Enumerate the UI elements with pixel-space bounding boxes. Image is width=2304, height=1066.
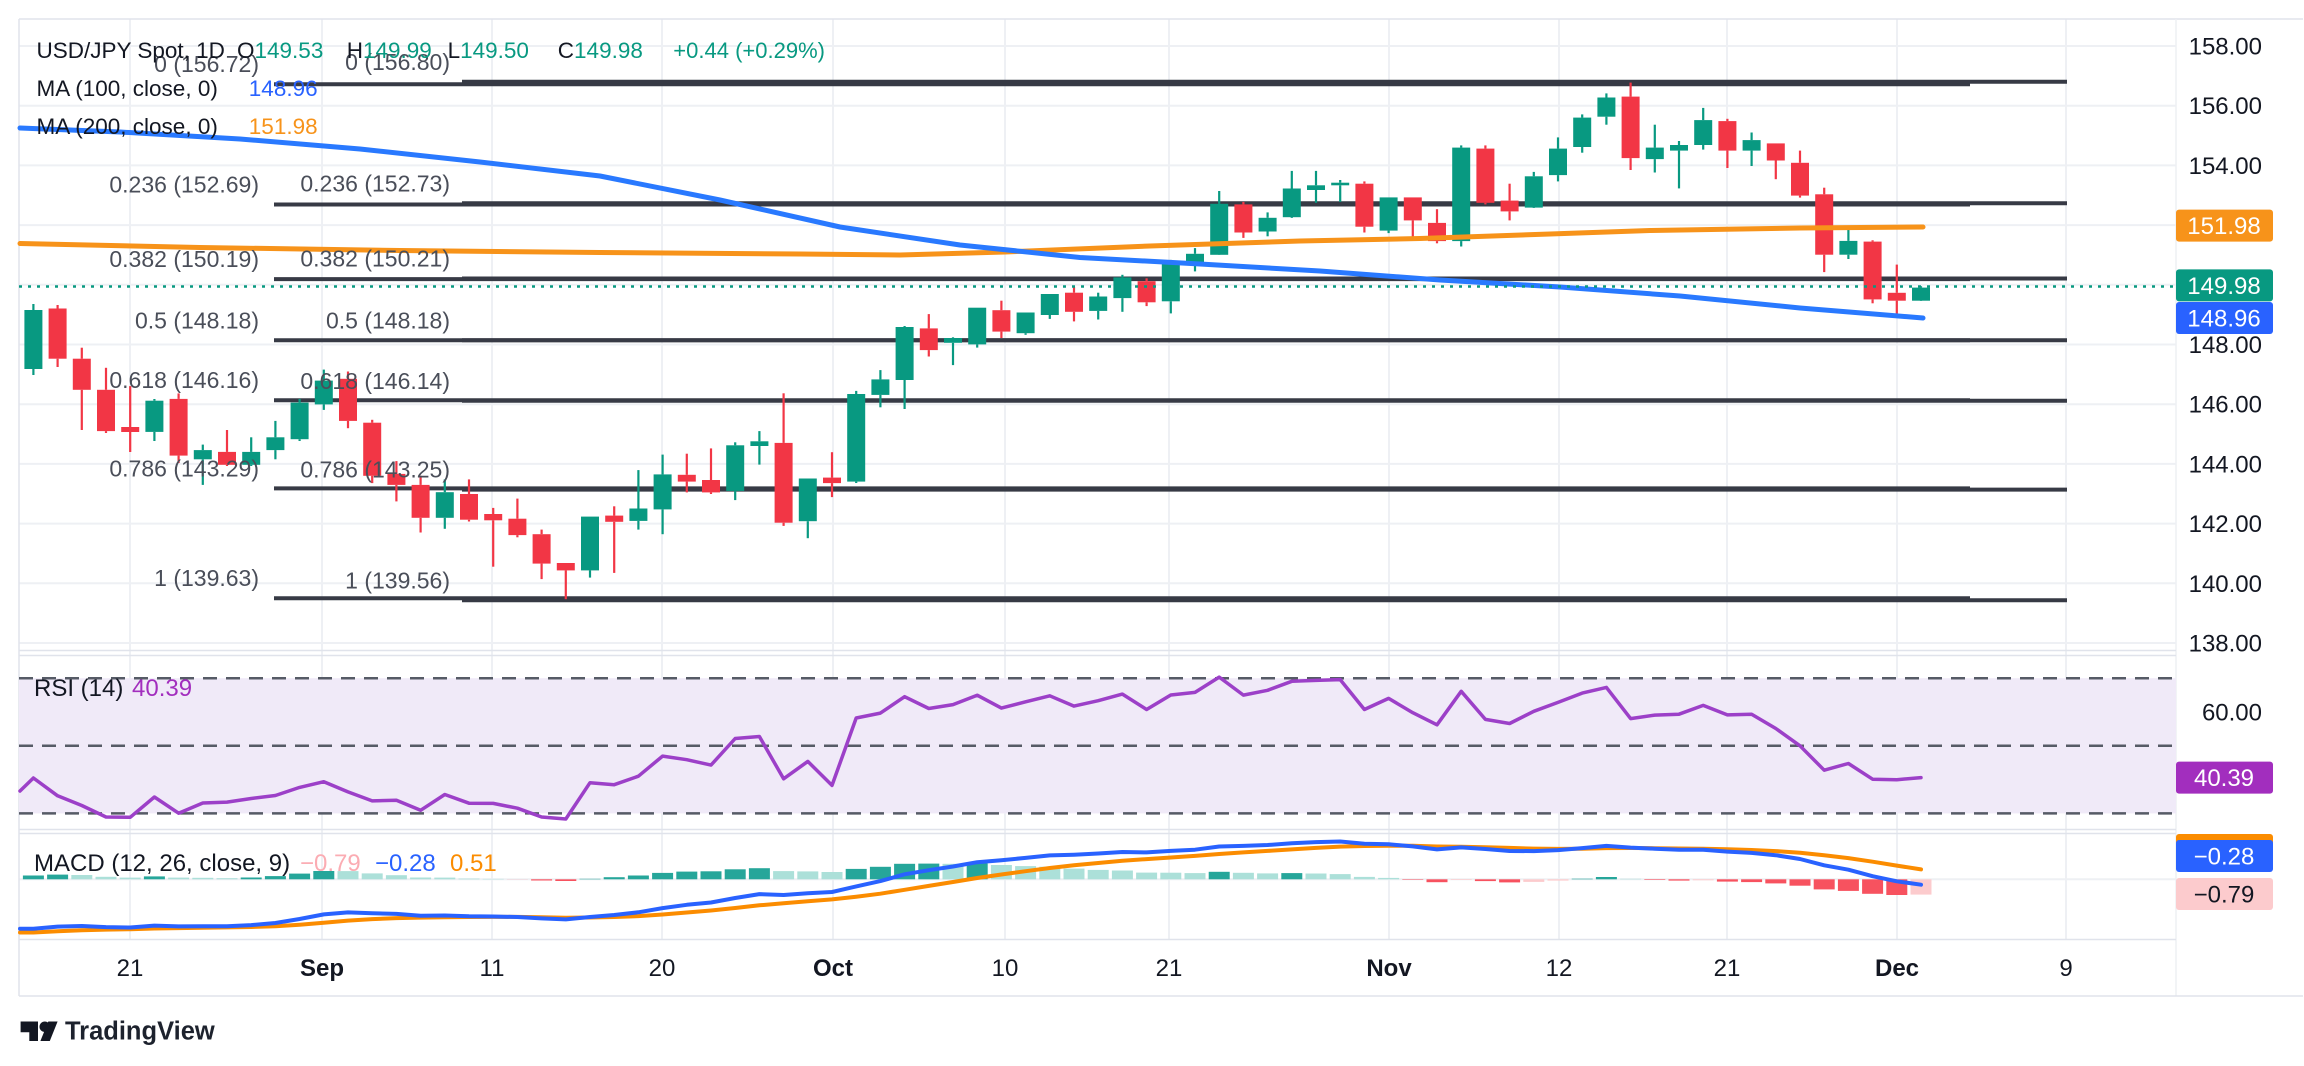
svg-text:138.00: 138.00 (2189, 631, 2262, 658)
svg-text:0 (156.80): 0 (156.80) (345, 49, 450, 75)
svg-text:0.382 (150.21): 0.382 (150.21) (300, 246, 450, 272)
svg-text:40.39: 40.39 (2194, 765, 2254, 792)
svg-text:0.382 (150.19): 0.382 (150.19) (109, 246, 259, 272)
svg-text:−0.79: −0.79 (300, 850, 361, 877)
svg-text:Oct: Oct (813, 955, 853, 982)
svg-text:L149.50: L149.50 (448, 38, 529, 63)
svg-text:21: 21 (1156, 955, 1183, 982)
svg-text:140.00: 140.00 (2189, 571, 2262, 598)
svg-text:Dec: Dec (1875, 955, 1919, 982)
svg-text:0.786 (143.25): 0.786 (143.25) (300, 457, 450, 483)
svg-text:0.236 (152.73): 0.236 (152.73) (300, 170, 450, 196)
svg-text:151.98: 151.98 (2187, 213, 2260, 240)
svg-text:40.39: 40.39 (132, 675, 192, 702)
svg-text:154.00: 154.00 (2189, 153, 2262, 180)
svg-text:Sep: Sep (300, 955, 344, 982)
svg-text:20: 20 (649, 955, 676, 982)
svg-text:148.96: 148.96 (2187, 306, 2260, 333)
svg-text:USD/JPY Spot, 1D: USD/JPY Spot, 1D (37, 38, 225, 63)
svg-text:TradingView: TradingView (65, 1018, 215, 1046)
svg-text:158.00: 158.00 (2189, 34, 2262, 61)
svg-text:−0.28: −0.28 (375, 850, 436, 877)
svg-text:0.51: 0.51 (450, 850, 497, 877)
svg-text:146.00: 146.00 (2189, 392, 2262, 419)
svg-text:142.00: 142.00 (2189, 511, 2262, 538)
svg-text:0.618 (146.16): 0.618 (146.16) (109, 367, 259, 393)
svg-text:H149.99: H149.99 (347, 38, 432, 63)
svg-text:0.786 (143.29): 0.786 (143.29) (109, 455, 259, 481)
svg-text:21: 21 (117, 955, 144, 982)
svg-text:144.00: 144.00 (2189, 451, 2262, 478)
svg-text:O149.53: O149.53 (237, 38, 323, 63)
svg-text:0.236 (152.69): 0.236 (152.69) (109, 172, 259, 198)
svg-text:MA (200, close, 0): MA (200, close, 0) (37, 114, 218, 139)
svg-text:60.00: 60.00 (2202, 700, 2262, 727)
svg-text:0.5 (148.18): 0.5 (148.18) (135, 307, 259, 333)
svg-text:MA (100, close, 0): MA (100, close, 0) (37, 76, 218, 101)
svg-text:0.5 (148.18): 0.5 (148.18) (326, 307, 450, 333)
svg-text:Nov: Nov (1366, 955, 1412, 982)
svg-text:148.00: 148.00 (2189, 332, 2262, 359)
svg-text:12: 12 (1546, 955, 1573, 982)
svg-text:1 (139.56): 1 (139.56) (345, 567, 450, 593)
svg-text:RSI (14): RSI (14) (34, 675, 123, 702)
svg-text:+0.44 (+0.29%): +0.44 (+0.29%) (673, 38, 825, 63)
svg-text:151.98: 151.98 (249, 114, 318, 139)
svg-text:148.96: 148.96 (249, 76, 318, 101)
svg-text:1 (139.63): 1 (139.63) (154, 565, 259, 591)
svg-text:C149.98: C149.98 (558, 38, 643, 63)
svg-text:0.618 (146.14): 0.618 (146.14) (300, 368, 450, 394)
svg-text:−0.28: −0.28 (2194, 844, 2255, 871)
svg-text:156.00: 156.00 (2189, 93, 2262, 120)
svg-text:21: 21 (1714, 955, 1741, 982)
svg-text:MACD (12, 26, close, 9): MACD (12, 26, close, 9) (34, 850, 290, 877)
svg-text:−0.79: −0.79 (2194, 882, 2255, 909)
svg-text:149.98: 149.98 (2187, 273, 2260, 300)
svg-text:10: 10 (992, 955, 1019, 982)
svg-text:0 (156.72): 0 (156.72) (154, 51, 259, 77)
svg-text:11: 11 (480, 955, 505, 982)
svg-text:9: 9 (2059, 955, 2072, 982)
